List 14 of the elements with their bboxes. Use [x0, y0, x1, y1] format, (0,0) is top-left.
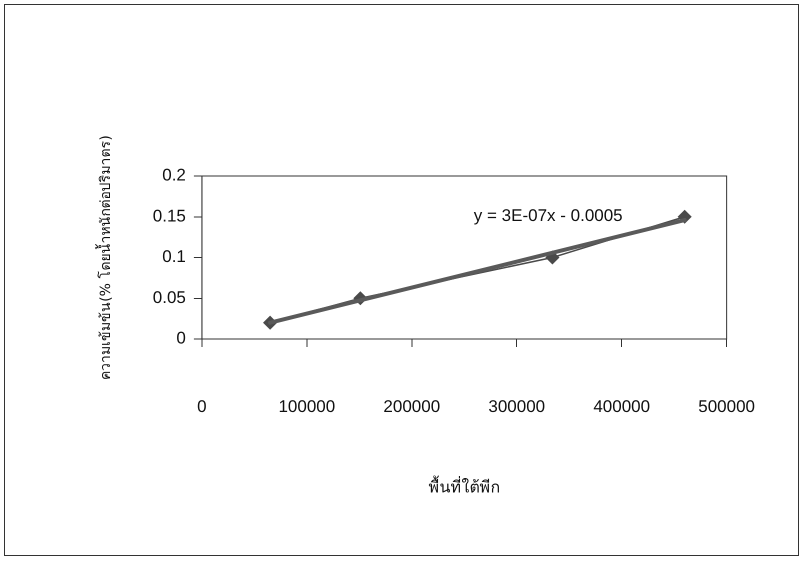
x-tick-label: 200000 — [383, 396, 440, 416]
x-tick-label: 100000 — [278, 396, 336, 416]
x-axis-title: พื้นที่ใต้พีก — [428, 476, 500, 497]
y-tick-label: 0.05 — [152, 288, 186, 307]
x-tick-label: 400000 — [593, 396, 650, 416]
y-tick-label: 0.1 — [162, 247, 186, 266]
x-tick-label: 500000 — [698, 396, 756, 416]
y-axis-title: ความเข้มข้น(% โดยน้ำหนักต่อปริมาตร) — [95, 135, 114, 380]
y-tick-label: 0.15 — [152, 206, 186, 226]
x-tick-label: 0 — [197, 396, 207, 416]
y-tick-label: 0 — [176, 328, 186, 348]
x-tick-label: 300000 — [488, 396, 546, 416]
y-tick-label: 0.2 — [162, 166, 186, 185]
annotation: y = 3E-07x - 0.0005 — [474, 206, 623, 226]
